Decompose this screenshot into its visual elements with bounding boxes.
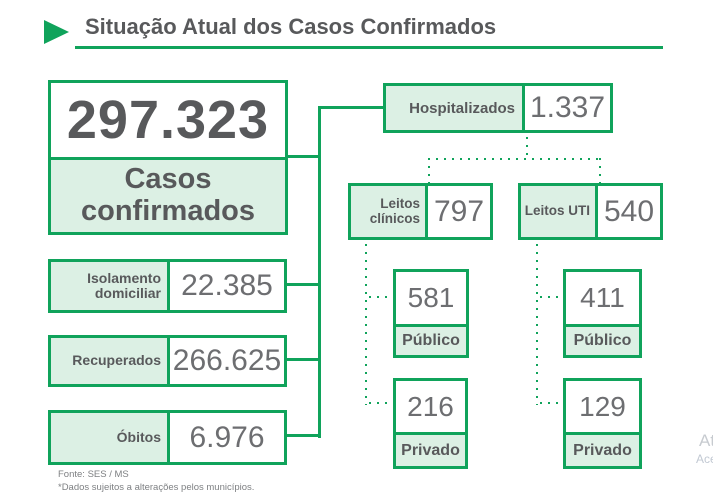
- icu-private-value: 129: [579, 390, 626, 422]
- dotted-icu-public: [540, 296, 562, 298]
- recovered-label: Recuperados: [51, 338, 170, 384]
- hospitalized-card: Hospitalizados 1.337: [383, 83, 613, 133]
- dotted-to-icu-beds: [599, 158, 601, 183]
- dotted-to-clinical-beds: [428, 158, 430, 183]
- footer-note: *Dados sujeitos a alterações pelos munic…: [58, 482, 255, 493]
- footer: Fonte: SES / MS *Dados sujeitos a altera…: [58, 468, 254, 494]
- connector-recovered: [285, 358, 318, 361]
- dotted-icu-private: [540, 402, 562, 404]
- icu-beds-card: Leitos UTI 540: [518, 183, 663, 240]
- clinical-beds-value: 797: [433, 194, 485, 228]
- icu-private-card: 129 Privado: [563, 378, 642, 469]
- title-underline: [75, 46, 663, 49]
- clinical-private-label: Privado: [396, 432, 465, 466]
- deaths-label: Óbitos: [51, 413, 170, 462]
- corner-text-line2: Ace: [696, 452, 713, 466]
- clinical-private-card: 216 Privado: [393, 378, 468, 469]
- icu-beds-value: 540: [603, 194, 655, 228]
- icu-private-label: Privado: [566, 432, 639, 466]
- clinical-public-value: 581: [407, 282, 455, 313]
- home-isolation-value: 22.385: [181, 269, 273, 302]
- home-isolation-card: Isolamento domiciliar 22.385: [48, 259, 287, 313]
- dotted-clinical-trunk: [365, 244, 367, 405]
- dotted-hospitalized-down: [526, 137, 528, 158]
- recovered-value: 266.625: [172, 344, 282, 377]
- home-isolation-label: Isolamento domiciliar: [51, 262, 170, 310]
- clinical-public-card: 581 Público: [393, 269, 469, 358]
- connector-trunk-to-hospitalized: [318, 106, 383, 109]
- confirmed-cases-card: 297.323 Casos confirmados: [48, 80, 288, 235]
- connector-trunk: [318, 106, 321, 438]
- recovered-card: Recuperados 266.625: [48, 335, 287, 387]
- confirmed-cases-label: Casos confirmados: [51, 157, 285, 232]
- dotted-beds-branch: [428, 158, 602, 160]
- confirmed-cases-value: 297.323: [66, 90, 270, 150]
- hospitalized-value: 1.337: [529, 91, 606, 124]
- dotted-clinical-private: [369, 402, 392, 404]
- clinical-private-value: 216: [407, 390, 454, 422]
- clinical-public-label: Público: [396, 324, 466, 355]
- footer-source: Fonte: SES / MS: [58, 469, 129, 480]
- section-triangle-icon: [44, 20, 69, 44]
- icu-public-label: Público: [566, 324, 639, 355]
- clinical-beds-card: Leitos clínicos 797: [348, 183, 493, 240]
- connector-confirmed-to-trunk: [288, 155, 321, 158]
- connector-isolation: [285, 283, 318, 286]
- icu-public-value: 411: [580, 282, 625, 313]
- dotted-icu-trunk: [536, 244, 538, 405]
- page-title: Situação Atual dos Casos Confirmados: [85, 14, 497, 39]
- icu-public-card: 411 Público: [563, 269, 642, 358]
- corner-text-line1: At: [699, 431, 713, 450]
- hospitalized-label: Hospitalizados: [386, 86, 525, 130]
- deaths-value: 6.976: [189, 420, 265, 454]
- connector-deaths: [285, 434, 318, 437]
- deaths-card: Óbitos 6.976: [48, 410, 287, 465]
- clinical-beds-label: Leitos clínicos: [351, 186, 428, 237]
- icu-beds-label: Leitos UTI: [521, 186, 598, 237]
- dotted-clinical-public: [369, 296, 392, 298]
